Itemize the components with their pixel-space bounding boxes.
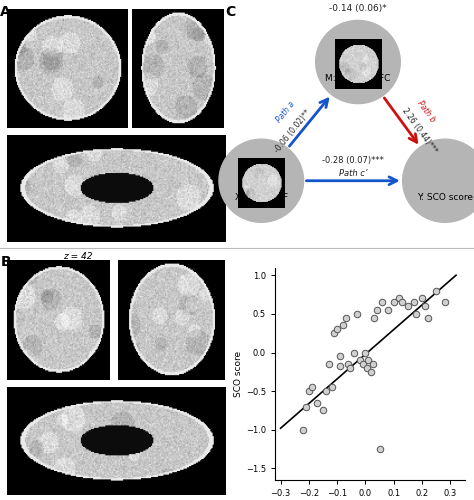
Point [362,348,369,356]
Point [359,360,366,368]
Point [330,329,338,337]
Text: A: A [0,5,11,19]
Y-axis label: SCO score: SCO score [234,350,243,397]
Text: x = 30: x = 30 [157,390,187,398]
Point [367,368,375,376]
Point [441,298,448,306]
Text: y = 3: y = 3 [46,390,71,398]
Point [302,402,310,410]
Point [396,294,403,302]
Point [319,406,327,414]
Point [300,426,307,434]
Text: Path b: Path b [415,100,437,124]
Point [345,360,352,368]
Point [325,360,332,368]
Text: y = -42: y = -42 [50,138,84,147]
Text: z = 42: z = 42 [64,252,93,261]
Text: B: B [0,255,11,269]
Point [390,298,398,306]
Point [339,322,346,330]
Point [384,306,392,314]
Text: C: C [225,5,235,19]
Point [421,302,428,310]
Text: Path a: Path a [274,100,297,124]
Point [356,356,364,364]
Text: -0.14 (0.06)*: -0.14 (0.06)* [329,4,387,14]
Text: Path c’: Path c’ [339,170,367,178]
Point [376,445,383,453]
Point [350,348,358,356]
FancyArrowPatch shape [290,99,328,146]
Point [404,302,412,310]
Point [336,352,344,360]
Point [365,356,372,364]
Text: X: IPS fALFF: X: IPS fALFF [235,193,288,202]
FancyArrowPatch shape [384,98,417,142]
Text: 2.26 (0.44)***: 2.26 (0.44)*** [400,106,439,156]
Text: Y: SCO score: Y: SCO score [417,193,473,202]
Point [379,298,386,306]
Point [369,360,376,368]
Point [353,310,361,318]
Point [410,298,418,306]
Point [346,364,354,372]
Circle shape [403,139,474,222]
Point [308,384,316,392]
Point [363,364,371,372]
FancyArrowPatch shape [306,177,397,184]
Point [314,398,321,406]
Point [413,310,420,318]
Point [322,387,329,395]
Point [342,314,349,322]
Circle shape [316,20,400,103]
Point [305,387,313,395]
Point [333,326,341,334]
Text: M: IPS-aINS FC: M: IPS-aINS FC [325,74,391,83]
Text: -0.28 (0.07)***: -0.28 (0.07)*** [322,156,384,166]
Text: x = 60: x = 60 [161,138,191,147]
Circle shape [219,139,303,222]
Point [336,362,344,370]
Point [432,286,440,294]
Point [418,294,426,302]
Text: -0.06 (0.02)**: -0.06 (0.02)** [273,108,313,154]
Point [328,384,335,392]
Point [373,306,381,314]
Point [370,314,378,322]
Point [424,314,431,322]
Point [399,298,406,306]
